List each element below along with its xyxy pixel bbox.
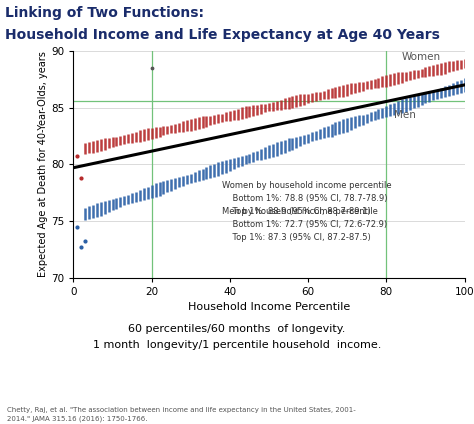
Text: Women by household income percentile
    Bottom 1%: 78.8 (95% CI, 78.7-78.9)
   : Women by household income percentile Bot… bbox=[222, 181, 392, 216]
Point bbox=[82, 238, 89, 245]
Text: Women: Women bbox=[402, 52, 441, 62]
Text: 60 percentiles/60 months  of longevity.
1 month  longevity/1 percentile househol: 60 percentiles/60 months of longevity. 1… bbox=[93, 324, 381, 350]
Text: Linking of Two Functions:: Linking of Two Functions: bbox=[5, 6, 204, 20]
Point bbox=[73, 223, 81, 230]
Y-axis label: Expected Age at Death for 40-Year-Olds, years: Expected Age at Death for 40-Year-Olds, … bbox=[38, 51, 48, 277]
Point bbox=[77, 175, 85, 181]
Text: Chetty, Raj, et al. "The association between income and life expectancy in the U: Chetty, Raj, et al. "The association bet… bbox=[7, 407, 356, 421]
Text: Men: Men bbox=[394, 110, 416, 120]
Text: Household Income and Life Expectancy at Age 40 Years: Household Income and Life Expectancy at … bbox=[5, 28, 439, 42]
X-axis label: Household Income Percentile: Household Income Percentile bbox=[188, 302, 350, 312]
Point bbox=[77, 244, 85, 251]
Point bbox=[148, 64, 155, 71]
Text: Men by household income percentile
    Bottom 1%: 72.7 (95% CI, 72.6-72.9)
    T: Men by household income percentile Botto… bbox=[222, 207, 387, 242]
Point bbox=[73, 153, 81, 160]
